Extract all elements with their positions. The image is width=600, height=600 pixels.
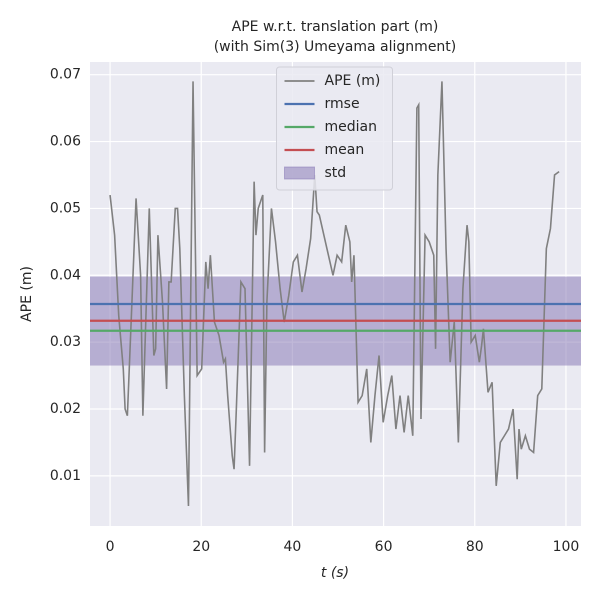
legend-label: median: [325, 119, 377, 135]
x-tick-label: 100: [553, 539, 580, 555]
y-tick-label: 0.06: [50, 134, 81, 150]
x-tick-label: 40: [284, 539, 302, 555]
chart-title: APE w.r.t. translation part (m): [232, 19, 439, 35]
ape-line: [109, 81, 560, 506]
chart-subtitle: (with Sim(3) Umeyama alignment): [214, 39, 457, 55]
y-tick-label: 0.05: [50, 200, 81, 216]
y-tick-label: 0.01: [50, 468, 81, 484]
legend-label: mean: [325, 142, 365, 158]
y-tick-label: 0.03: [50, 334, 81, 350]
legend-label: APE (m): [325, 73, 381, 89]
y-axis-label: APE (m): [19, 266, 35, 322]
x-tick-label: 60: [375, 539, 393, 555]
legend-box: [276, 66, 393, 191]
x-tick-label: 20: [192, 539, 210, 555]
x-tick-label: 0: [106, 539, 115, 555]
x-axis-label: t (s): [321, 565, 349, 581]
legend-label: rmse: [325, 96, 360, 112]
y-tick-label: 0.07: [50, 67, 81, 83]
y-tick-label: 0.02: [50, 401, 81, 417]
labels: 0 20 40 60 80 100 0.01 0.02 0.03 0.04 0.05 0.06 0.07: [50, 67, 579, 555]
marks: [90, 81, 581, 506]
x-tick-label: 80: [466, 539, 484, 555]
y-tick-label: 0.04: [50, 267, 81, 283]
legend-swatch: [284, 166, 315, 180]
legend: APE (m) rmse median mean std: [276, 66, 393, 191]
legend-label: std: [325, 165, 347, 181]
